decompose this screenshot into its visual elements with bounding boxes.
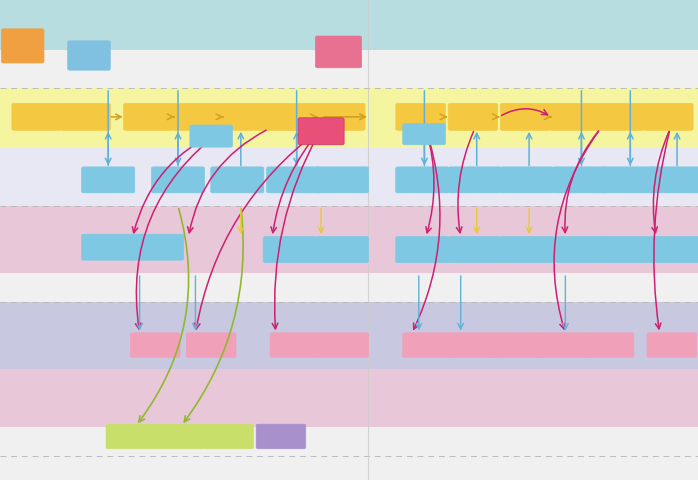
FancyBboxPatch shape <box>448 333 498 358</box>
Bar <box>0 50 698 89</box>
FancyBboxPatch shape <box>68 42 110 71</box>
FancyBboxPatch shape <box>270 333 320 358</box>
FancyBboxPatch shape <box>267 104 316 131</box>
FancyBboxPatch shape <box>298 119 344 145</box>
FancyBboxPatch shape <box>651 237 698 263</box>
Bar <box>0 149 698 206</box>
FancyBboxPatch shape <box>155 424 205 449</box>
FancyBboxPatch shape <box>644 104 693 131</box>
FancyBboxPatch shape <box>186 333 236 358</box>
FancyBboxPatch shape <box>131 333 180 358</box>
FancyBboxPatch shape <box>124 104 173 131</box>
FancyBboxPatch shape <box>448 104 498 131</box>
FancyBboxPatch shape <box>315 168 369 193</box>
FancyBboxPatch shape <box>549 104 599 131</box>
FancyBboxPatch shape <box>602 168 655 193</box>
FancyBboxPatch shape <box>396 168 449 193</box>
FancyBboxPatch shape <box>267 168 320 193</box>
FancyBboxPatch shape <box>553 237 606 263</box>
FancyBboxPatch shape <box>151 168 205 193</box>
FancyBboxPatch shape <box>263 237 316 263</box>
FancyBboxPatch shape <box>500 104 550 131</box>
Bar <box>0 206 698 274</box>
FancyBboxPatch shape <box>553 168 606 193</box>
FancyBboxPatch shape <box>403 333 452 358</box>
FancyBboxPatch shape <box>396 104 445 131</box>
Bar <box>0 274 698 302</box>
FancyBboxPatch shape <box>211 168 264 193</box>
Bar <box>0 0 698 50</box>
FancyBboxPatch shape <box>647 333 697 358</box>
FancyBboxPatch shape <box>172 104 222 131</box>
Bar <box>0 89 698 149</box>
FancyBboxPatch shape <box>221 104 271 131</box>
FancyBboxPatch shape <box>61 104 110 131</box>
FancyBboxPatch shape <box>82 235 135 261</box>
FancyBboxPatch shape <box>584 333 634 358</box>
FancyBboxPatch shape <box>256 424 306 449</box>
FancyBboxPatch shape <box>403 124 445 145</box>
FancyBboxPatch shape <box>82 168 135 193</box>
FancyBboxPatch shape <box>651 168 698 193</box>
FancyBboxPatch shape <box>315 104 365 131</box>
FancyBboxPatch shape <box>602 237 655 263</box>
Bar <box>0 370 698 427</box>
FancyBboxPatch shape <box>204 424 253 449</box>
FancyBboxPatch shape <box>131 235 184 261</box>
FancyBboxPatch shape <box>595 104 644 131</box>
FancyBboxPatch shape <box>1 30 44 64</box>
FancyBboxPatch shape <box>315 37 362 69</box>
FancyBboxPatch shape <box>396 237 449 263</box>
FancyBboxPatch shape <box>190 126 232 148</box>
FancyBboxPatch shape <box>500 237 554 263</box>
FancyBboxPatch shape <box>493 333 543 358</box>
FancyBboxPatch shape <box>539 333 588 358</box>
FancyBboxPatch shape <box>12 104 61 131</box>
FancyBboxPatch shape <box>500 168 554 193</box>
Bar <box>0 427 698 456</box>
Bar <box>0 302 698 370</box>
FancyBboxPatch shape <box>448 168 501 193</box>
FancyBboxPatch shape <box>319 333 369 358</box>
FancyBboxPatch shape <box>106 424 156 449</box>
FancyBboxPatch shape <box>315 237 369 263</box>
FancyBboxPatch shape <box>448 237 501 263</box>
